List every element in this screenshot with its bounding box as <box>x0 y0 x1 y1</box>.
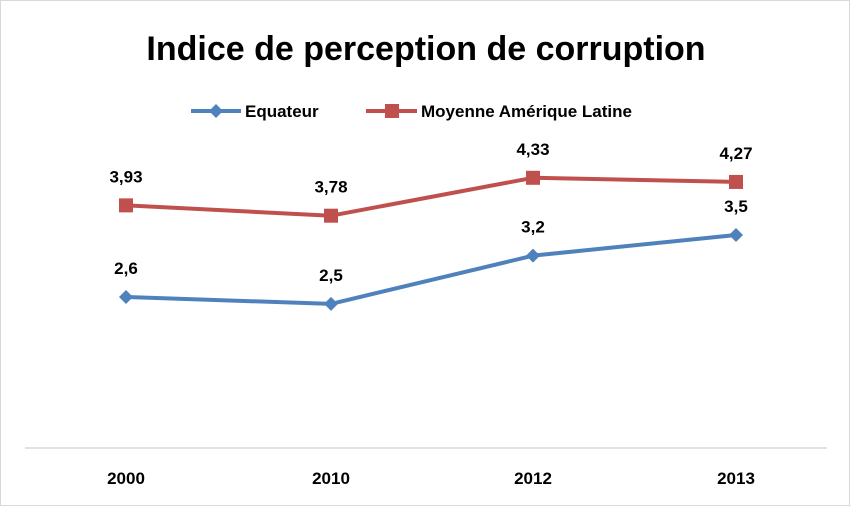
x-tick-label-2000: 2000 <box>107 469 145 488</box>
data-point-moyenne-2000 <box>119 198 133 213</box>
data-label-equateur-2010: 2,5 <box>319 266 343 285</box>
x-axis-ticks: 2000 2010 2012 2013 <box>107 469 755 488</box>
data-point-moyenne-2010 <box>324 208 338 223</box>
data-label-moyenne-2000: 3,93 <box>109 167 142 186</box>
data-label-moyenne-2012: 4,33 <box>516 140 549 159</box>
legend-label-moyenne: Moyenne Amérique Latine <box>421 102 632 121</box>
data-point-equateur-2013 <box>729 227 743 242</box>
data-label-moyenne-2013: 4,27 <box>719 144 752 163</box>
data-point-equateur-2010 <box>324 296 338 311</box>
chart-title: Indice de perception de corruption <box>146 30 705 68</box>
x-tick-label-2012: 2012 <box>514 469 552 488</box>
data-label-equateur-2013: 3,5 <box>724 197 748 216</box>
legend: Equateur Moyenne Amérique Latine <box>191 102 632 121</box>
data-point-moyenne-2012 <box>526 170 540 185</box>
legend-marker-equateur <box>209 104 223 118</box>
legend-marker-moyenne <box>385 104 399 118</box>
series-moyenne: 3,93 3,78 4,33 4,27 <box>109 140 753 223</box>
legend-item-equateur: Equateur <box>191 102 319 121</box>
series-line-moyenne <box>125 175 737 218</box>
data-point-moyenne-2013 <box>729 174 743 189</box>
series-line-equateur <box>125 233 737 306</box>
data-label-equateur-2012: 3,2 <box>521 218 545 237</box>
legend-label-equateur: Equateur <box>245 102 319 121</box>
data-label-equateur-2000: 2,6 <box>114 259 138 278</box>
x-tick-label-2013: 2013 <box>717 469 755 488</box>
data-point-equateur-2012 <box>526 248 540 263</box>
data-point-equateur-2000 <box>119 290 133 304</box>
legend-item-moyenne: Moyenne Amérique Latine <box>366 102 632 121</box>
data-label-moyenne-2010: 3,78 <box>314 178 347 197</box>
series-equateur: 2,6 2,5 3,2 3,5 <box>114 197 748 311</box>
x-tick-label-2010: 2010 <box>312 469 350 488</box>
series-layer: 2,6 2,5 3,2 3,5 3,93 3,78 4,33 4,27 <box>109 140 753 311</box>
